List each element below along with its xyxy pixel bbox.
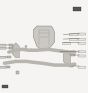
- FancyBboxPatch shape: [69, 39, 78, 41]
- Bar: [73, 7, 81, 11]
- FancyBboxPatch shape: [78, 51, 86, 53]
- Bar: [69, 66, 73, 67]
- Bar: [5, 66, 10, 68]
- FancyBboxPatch shape: [78, 38, 86, 40]
- Bar: [60, 50, 63, 52]
- FancyBboxPatch shape: [78, 42, 86, 44]
- Bar: [7, 56, 11, 58]
- FancyBboxPatch shape: [0, 66, 6, 69]
- FancyBboxPatch shape: [69, 34, 78, 36]
- Polygon shape: [63, 50, 70, 65]
- Polygon shape: [12, 43, 19, 58]
- FancyBboxPatch shape: [62, 42, 71, 44]
- Circle shape: [25, 45, 27, 48]
- Circle shape: [30, 49, 32, 51]
- Bar: [9, 47, 13, 49]
- FancyBboxPatch shape: [0, 56, 6, 58]
- FancyBboxPatch shape: [78, 55, 86, 57]
- Bar: [2, 85, 8, 88]
- Bar: [9, 44, 13, 46]
- FancyBboxPatch shape: [0, 47, 6, 49]
- FancyBboxPatch shape: [0, 44, 6, 46]
- FancyBboxPatch shape: [78, 66, 86, 68]
- Bar: [70, 54, 75, 56]
- Circle shape: [25, 48, 27, 50]
- Polygon shape: [16, 71, 19, 74]
- FancyBboxPatch shape: [78, 33, 86, 35]
- Polygon shape: [33, 26, 55, 48]
